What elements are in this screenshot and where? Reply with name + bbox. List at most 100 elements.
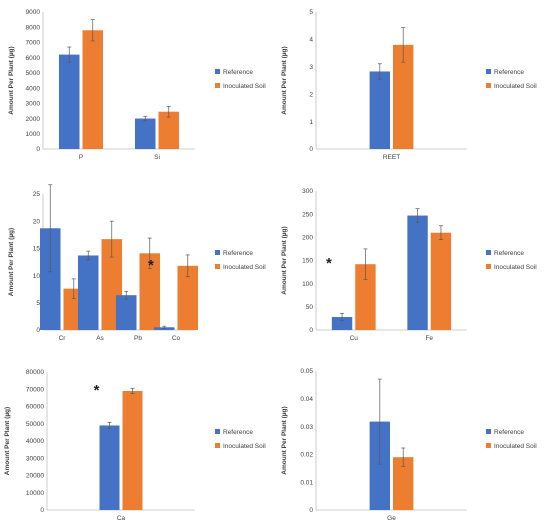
legend-swatch	[486, 69, 491, 74]
legend-swatch	[486, 443, 491, 448]
error-bar	[185, 254, 190, 278]
bar-reference-fe	[407, 215, 428, 330]
y-tick-label: 15	[33, 246, 41, 253]
y-tick-label: 0	[36, 146, 40, 153]
bar-inoculated-ge	[393, 457, 414, 510]
category-label: Ca	[117, 515, 126, 522]
legend-label: Inoculated Soil	[494, 443, 537, 450]
legend: Reference Inoculated Soil	[215, 429, 266, 450]
y-tick-label: 0.02	[300, 452, 313, 459]
bar-inoculated-ca	[122, 390, 143, 510]
significance-asterisk: *	[94, 382, 100, 399]
legend-swatch	[215, 429, 220, 434]
y-tick-label: 0	[309, 507, 313, 514]
chart-panel-3: 0 50 100 150 200 250 300 Amount Per Plant (µg) C…	[281, 188, 537, 342]
bar-reference-ca	[99, 425, 120, 510]
y-tick-label: 50	[306, 304, 314, 311]
legend-label: Reference	[494, 69, 524, 76]
error-bar	[363, 248, 368, 280]
y-tick-label: 10000	[26, 490, 44, 497]
category-label: As	[96, 335, 104, 342]
error-bar	[130, 388, 135, 394]
legend-swatch	[486, 429, 491, 434]
legend-label: Reference	[494, 250, 524, 257]
y-axis-label: Amount Per Plant (µg)	[281, 46, 288, 114]
error-bar	[124, 291, 129, 300]
error-bar	[377, 378, 382, 465]
y-tick-label: 1	[309, 119, 313, 126]
error-bar	[401, 447, 406, 467]
y-tick-label: 4000	[26, 85, 41, 92]
category-label: REET	[383, 154, 400, 161]
y-tick-label: 60000	[26, 404, 44, 411]
significance-asterisk: *	[326, 255, 332, 272]
y-tick-label: 2	[309, 91, 313, 98]
bar-reference-p	[58, 54, 80, 149]
y-tick-label: 20	[33, 218, 41, 225]
y-tick-label: 30000	[26, 455, 44, 462]
error-bar	[147, 237, 152, 269]
error-bar	[107, 422, 112, 429]
y-tick-label: 80000	[26, 369, 44, 376]
y-tick-label: 100	[302, 281, 313, 288]
legend-swatch	[486, 264, 491, 269]
legend-label: Inoculated Soil	[494, 83, 537, 90]
category-label: Ge	[387, 515, 396, 522]
y-tick-label: 40000	[26, 438, 44, 445]
y-tick-label: 0	[309, 327, 313, 334]
legend: Reference Inoculated Soil	[486, 69, 537, 90]
legend-label: Reference	[223, 69, 253, 76]
y-tick-label: 3	[309, 64, 313, 71]
y-tick-label: 0	[36, 327, 40, 334]
error-bar	[438, 225, 443, 240]
error-bar	[166, 106, 171, 118]
y-tick-label: 150	[302, 258, 313, 265]
chart-panel-5: 0 0.01 0.02 0.03 0.04 0.05 Amount Per Plant (µ…	[281, 368, 537, 522]
legend-label: Reference	[223, 250, 253, 257]
y-tick-label: 20000	[26, 473, 44, 480]
chart-panel-0: 0 1000 2000 3000 4000 5000 6000 7000 8000 9000 Amo…	[8, 9, 266, 161]
legend-swatch	[215, 443, 220, 448]
category-label: Cr	[59, 335, 67, 342]
y-tick-label: 0.01	[300, 479, 313, 486]
y-tick-label: 0	[40, 507, 44, 514]
y-tick-label: 70000	[26, 386, 44, 393]
bar-reference-ge	[369, 421, 390, 510]
legend: Reference Inoculated Soil	[486, 429, 537, 450]
category-label: Si	[154, 154, 160, 161]
y-tick-label: 0.04	[300, 396, 313, 403]
legend-swatch	[215, 83, 220, 88]
y-tick-label: 250	[302, 211, 313, 218]
bar-reference-pb	[115, 295, 137, 330]
y-tick-label: 5	[309, 9, 313, 16]
y-tick-label: 0	[309, 146, 313, 153]
y-tick-label: 50000	[26, 421, 44, 428]
category-label: Pb	[134, 335, 142, 342]
y-tick-label: 6000	[26, 55, 41, 62]
y-axis-label: Amount Per Plant (µg)	[8, 228, 15, 296]
error-bar	[377, 63, 382, 80]
legend-label: Inoculated Soil	[223, 83, 266, 90]
bar-reference-reet	[369, 71, 390, 149]
bar-inoculated-cu	[355, 264, 376, 330]
error-bar	[143, 115, 148, 122]
error-bar	[67, 46, 72, 63]
error-bar	[162, 325, 167, 329]
y-axis-label: Amount Per Plant (µg)	[281, 226, 288, 294]
legend-label: Inoculated Soil	[223, 264, 266, 271]
y-tick-label: 0.05	[300, 368, 313, 375]
y-tick-label: 0.03	[300, 424, 313, 431]
bar-inoculated-si	[158, 111, 180, 149]
y-axis-label: Amount Per Plant (µg)	[281, 406, 288, 474]
significance-asterisk: *	[148, 257, 154, 274]
error-bar	[71, 278, 76, 299]
bar-inoculated-pb	[139, 253, 161, 330]
error-bar	[86, 250, 91, 261]
legend: Reference Inoculated Soil	[215, 250, 266, 271]
category-label: P	[79, 154, 83, 161]
error-bar	[109, 220, 114, 258]
legend-swatch	[215, 250, 220, 255]
legend-label: Inoculated Soil	[494, 264, 537, 271]
y-axis-label: Amount Per Plant (µg)	[8, 46, 15, 114]
